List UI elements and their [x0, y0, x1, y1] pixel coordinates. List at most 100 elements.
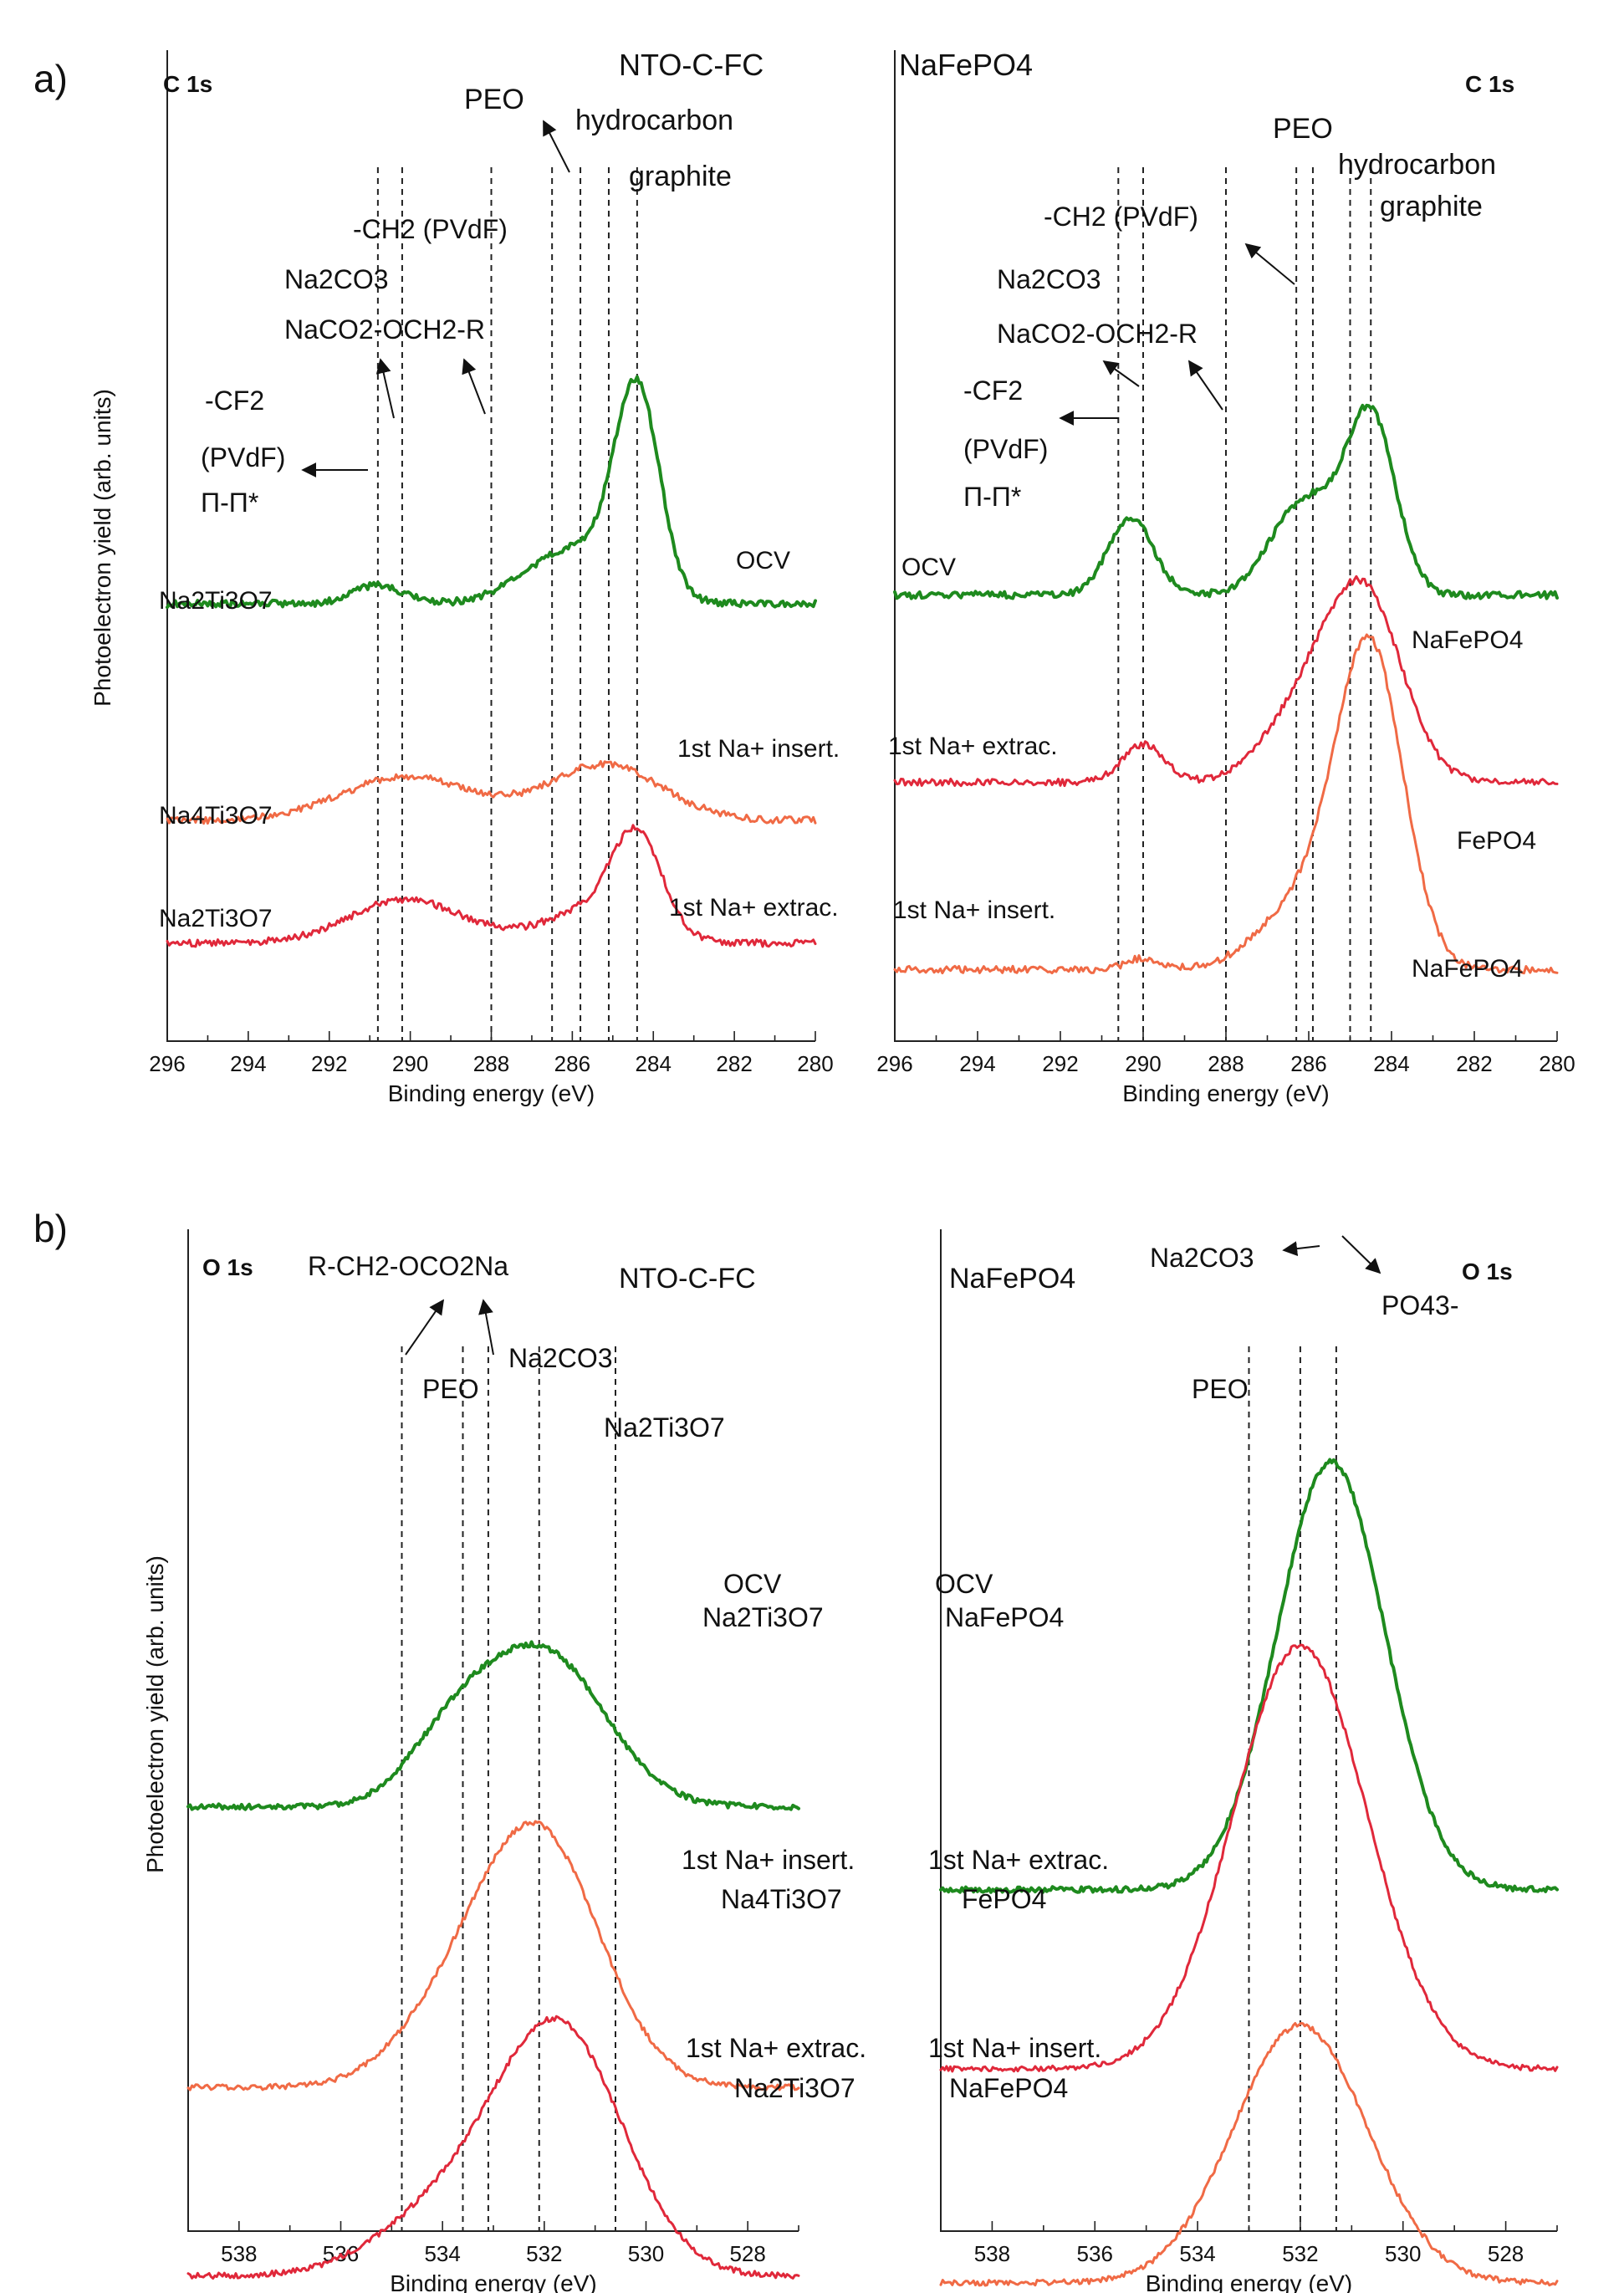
x-tick-label: 290	[1125, 1051, 1161, 1076]
ch2-arrow	[1244, 243, 1295, 285]
na2co3-arrow	[1102, 360, 1140, 387]
spectrum-trace-3	[939, 2021, 1559, 2287]
phase-label-extrac: FePO4	[1457, 827, 1536, 855]
spectrum-trace-3	[893, 633, 1559, 975]
trace-label-insert: 1st Na+ insert.	[893, 896, 1055, 924]
x-tick-label: 296	[149, 1051, 185, 1076]
x-tick-label: 292	[311, 1051, 347, 1076]
x-tick-label: 292	[1042, 1051, 1078, 1076]
naco2-arrow	[462, 358, 486, 415]
na2co3-arrow	[375, 358, 395, 419]
na2co3-label: Na2CO3	[997, 264, 1101, 294]
x-tick-label: 528	[729, 2241, 765, 2266]
spectrum-trace-2	[186, 1820, 800, 2091]
x-tick-label: 534	[1179, 2241, 1215, 2266]
peo-label: PEO	[422, 1374, 479, 1404]
x-axis-label: Binding energy (eV)	[1122, 1080, 1329, 1106]
core-level-label: O 1s	[1462, 1259, 1513, 1284]
panel-a-label: a)	[33, 57, 68, 100]
trace-label-ocv: OCV	[736, 547, 790, 575]
trace-label-insert: 1st Na+ insert.	[682, 1845, 855, 1875]
x-tick-label: 530	[1385, 2241, 1421, 2266]
annotations-b-right: NaFePO4 Na2CO3 PO43- O 1s PEO OCV NaFePO…	[928, 1235, 1513, 2103]
panel-a-right-c1s-nafepo4: 296 294 292 290 288 286 284 282 280 Binding energ…	[876, 50, 1575, 1106]
spectrum-trace-2	[939, 1643, 1559, 2073]
naco2-arrow	[1187, 360, 1223, 411]
spectrum-trace-3	[186, 2015, 800, 2280]
trace-label-ocv: OCV	[935, 1569, 993, 1599]
graphite-label: graphite	[1380, 191, 1483, 222]
sample-label: NaFePO4	[899, 48, 1033, 82]
pi-pi-label: Π-Π*	[963, 482, 1021, 512]
x-axis-label: Binding energy (eV)	[1146, 2270, 1352, 2293]
x-tick-label: 538	[974, 2241, 1010, 2266]
x-tick-label: 280	[1539, 1051, 1575, 1076]
trace-label-ocv: OCV	[723, 1569, 782, 1599]
x-tick-label: 530	[628, 2241, 664, 2266]
na2co3-label: Na2CO3	[508, 1343, 613, 1373]
naco2-label: NaCO2-OCH2-R	[284, 314, 485, 345]
phase-label-ocv: Na2Ti3O7	[702, 1602, 824, 1632]
phase-label-ocv: Na2Ti3O7	[159, 587, 273, 615]
x-tick-label: 532	[526, 2241, 562, 2266]
na2co3-label: Na2CO3	[284, 264, 389, 294]
spectrum-trace-1	[893, 403, 1559, 600]
peo-arrow	[543, 120, 570, 173]
peo-label: PEO	[1192, 1374, 1249, 1404]
x-tick-label: 528	[1488, 2241, 1524, 2266]
x-tick-label: 290	[392, 1051, 428, 1076]
phase-label-extrac: Na2Ti3O7	[159, 905, 273, 932]
phase-label-extrac: Na2Ti3O7	[734, 2073, 855, 2103]
phase-label-ocv: NaFePO4	[1412, 626, 1523, 654]
x-tick-label: 284	[1373, 1051, 1409, 1076]
panel-a-left-c1s-nto: 296 294 292 290 288 286 284 282 280 Binding energ…	[149, 50, 834, 1106]
x-tick-label: 282	[1456, 1051, 1492, 1076]
rch2-arrow-1	[405, 1299, 445, 1356]
cf2-label: -CF2	[963, 375, 1023, 406]
na2co3-label: Na2CO3	[1150, 1243, 1254, 1273]
rch2-label: R-CH2-OCO2Na	[308, 1251, 508, 1281]
x-tick-label: 296	[876, 1051, 912, 1076]
trace-label-extrac: 1st Na+ extrac.	[669, 894, 839, 922]
trace-label-ocv: OCV	[901, 554, 956, 581]
po4-arrow	[1341, 1235, 1381, 1274]
x-tick-label: 280	[797, 1051, 833, 1076]
x-axis-label: Binding energy (eV)	[388, 1080, 595, 1106]
core-level-label: O 1s	[202, 1254, 253, 1280]
trace-label-insert: 1st Na+ insert.	[928, 2033, 1101, 2063]
spectrum-trace-2	[166, 759, 817, 825]
x-tick-label: 294	[959, 1051, 995, 1076]
trace-label-extrac: 1st Na+ extrac.	[686, 2033, 866, 2063]
y-axis-label-a: Photoelectron yield (arb. units)	[89, 389, 115, 707]
phase-label-ocv: NaFePO4	[945, 1602, 1064, 1632]
hydrocarbon-label: hydrocarbon	[575, 105, 733, 136]
axis-frame	[166, 50, 815, 1042]
rch2-arrow-2	[478, 1299, 494, 1356]
x-tick-label: 286	[554, 1051, 590, 1076]
panel-b-right-o1s-nafepo4: 538 536 534 532 530 528 Binding energy (eV)	[939, 1229, 1559, 2293]
ch2-pvdf-label: -CH2 (PVdF)	[1044, 202, 1198, 232]
trace-label-insert: 1st Na+ insert.	[677, 735, 840, 763]
panel-b-label: b)	[33, 1207, 68, 1250]
x-tick-label: 294	[230, 1051, 266, 1076]
phase-label-insert: Na4Ti3O7	[159, 802, 273, 830]
graphite-label: graphite	[629, 161, 732, 192]
x-tick-label: 532	[1282, 2241, 1318, 2266]
annotations-a-left: C 1s NTO-C-FC PEO hydrocarbon graphite -…	[159, 48, 840, 932]
na2co3-arrow	[1282, 1241, 1320, 1257]
phase-label-insert: NaFePO4	[949, 2073, 1068, 2103]
spectrum-trace-1	[186, 1640, 800, 1811]
spectrum-trace-1	[166, 375, 817, 610]
trace-label-extrac: 1st Na+ extrac.	[888, 733, 1058, 760]
phase-label-insert: NaFePO4	[1412, 955, 1523, 983]
sample-label: NaFePO4	[949, 1263, 1075, 1295]
core-level-label: C 1s	[163, 71, 212, 97]
phase-label-insert: Na4Ti3O7	[721, 1884, 842, 1914]
hydrocarbon-label: hydrocarbon	[1338, 149, 1496, 181]
peo-label: PEO	[1273, 113, 1333, 145]
pvdf-label: (PVdF)	[963, 434, 1048, 464]
na2ti3o7-label: Na2Ti3O7	[604, 1412, 725, 1443]
x-tick-label: 538	[221, 2241, 257, 2266]
